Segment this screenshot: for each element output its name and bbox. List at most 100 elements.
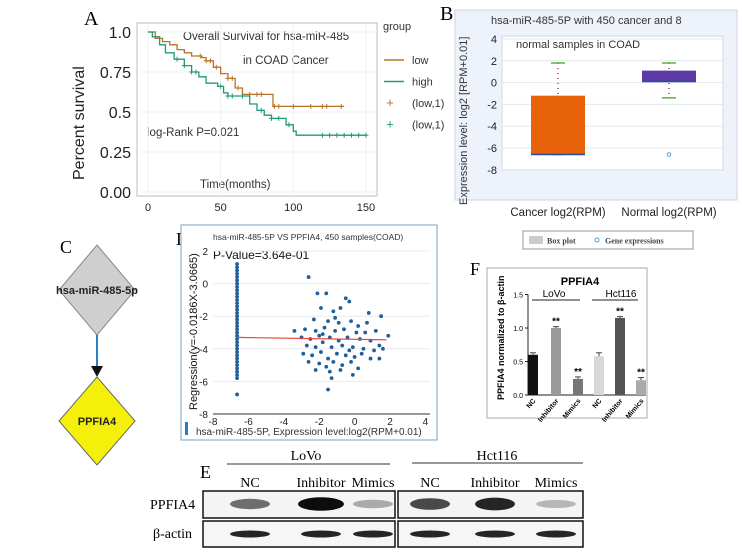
blot-band [298,497,344,511]
scatter-point [320,332,325,337]
x-tick-label: -4 [279,417,288,428]
scatter-point [303,327,307,332]
panel-label-f: F [470,259,480,279]
y-axis-label: Regression(y=-0.0186X-3.0665) [188,253,200,410]
censor-mark-high [348,132,354,138]
scatter-point [292,328,297,333]
censor-mark-low [271,103,277,109]
censor-mark-high [193,69,199,75]
significance-mark: ** [637,368,645,379]
scatter-point [235,376,239,381]
scatter-point [331,309,336,314]
x-tick-label: Normal log2(RPM) [621,207,716,219]
scatter-point [310,353,315,358]
scatter-point [317,333,322,338]
scatter-point [379,314,384,319]
scatter-point [361,346,366,351]
box [642,70,696,82]
x-tick-label: 0 [352,417,358,428]
censor-mark-high [181,63,187,69]
blot-band [475,497,515,511]
lane-label: NC [240,476,259,491]
legend-boxplot-label: Box plot [547,237,576,246]
scatter-point [235,307,239,312]
scatter-point [322,325,327,330]
chart-title-line1: Overall Survival for hsa-miR-485 [183,31,349,43]
scatter-point [333,315,338,320]
legend-boxplot-swatch [529,236,543,244]
scatter-point [349,319,353,323]
scatter-point [347,348,352,353]
y-tick-label: 2 [202,247,208,258]
y-tick-label: -4 [487,121,497,133]
legend-title: group [383,21,411,33]
legend-label: (low,1) [412,120,444,132]
y-tick-label: -8 [199,410,208,421]
blot-band [536,530,576,538]
scatter-point [301,351,306,356]
target-node [58,376,136,466]
scatter-point [306,275,311,279]
scatter-point [352,355,357,359]
censor-mark-high [341,132,347,138]
group-label-hct116: Hct116 [477,449,518,464]
censor-mark-high [229,93,235,99]
scatter-point [340,363,345,367]
censor-mark-high [286,122,292,128]
censor-mark-high [189,69,195,75]
scatter-point [235,265,239,270]
scatter-point [235,372,239,377]
regression-line [237,336,387,341]
arrowhead-icon [91,366,103,377]
x-axis-label: hsa-miR-485-5P, Expression level:log2(RP… [196,427,422,438]
blot-band [353,499,393,509]
scatter-point [304,343,309,348]
regulation-diagram: hsa-miR-485-5p PPFIA4 [56,244,138,466]
censor-mark-high [319,132,325,138]
x-tick-label: -8 [209,417,218,428]
scatter-point [319,350,323,354]
scatter-point [235,330,239,335]
scatter-point [313,368,318,372]
censor-mark-high [356,132,362,138]
group-label-lovo: LoVo [291,449,322,464]
scatter-point [235,288,239,293]
row-label-ppfia4: PPFIA4 [150,498,195,513]
scatter-point [386,333,391,338]
bar [594,356,604,395]
censor-mark-high [276,115,282,121]
scatter-point [326,319,330,323]
scatter-point [235,346,239,351]
scatter-point [324,364,329,369]
scatter-point [326,356,330,361]
scatter-point [343,296,348,301]
y-tick-label: 0.00 [100,185,131,202]
censor-mark-high [363,132,369,138]
scatter-point [235,275,239,279]
scatter-point [235,359,239,364]
x-tick-label: NC [526,398,538,410]
y-tick-label: -6 [199,377,208,388]
y-tick-label: 0.0 [513,393,523,400]
scatter-point [235,392,239,397]
scatter-point [335,351,339,356]
significance-mark: ** [616,307,624,318]
scatter-point [359,351,364,356]
censor-mark-high [218,83,224,89]
bar [636,380,646,395]
scatter-point [235,268,239,273]
scatter-point [329,376,334,381]
scatter-point [235,324,239,328]
censor-mark-low [319,103,325,109]
scatter-point [365,320,369,325]
legend-plus-icon: + [386,117,394,132]
censor-mark-low [235,85,241,91]
scatter-point [235,271,239,276]
legend-label: high [412,77,433,89]
x-tick-label: 150 [357,202,375,214]
panel-label-b: B [440,3,453,25]
scatter-point [336,320,341,325]
x-tick-label: 50 [215,202,227,214]
scatter-chart: hsa-miR-485-5P VS PPFIA4, 450 samples(CO… [180,224,438,441]
